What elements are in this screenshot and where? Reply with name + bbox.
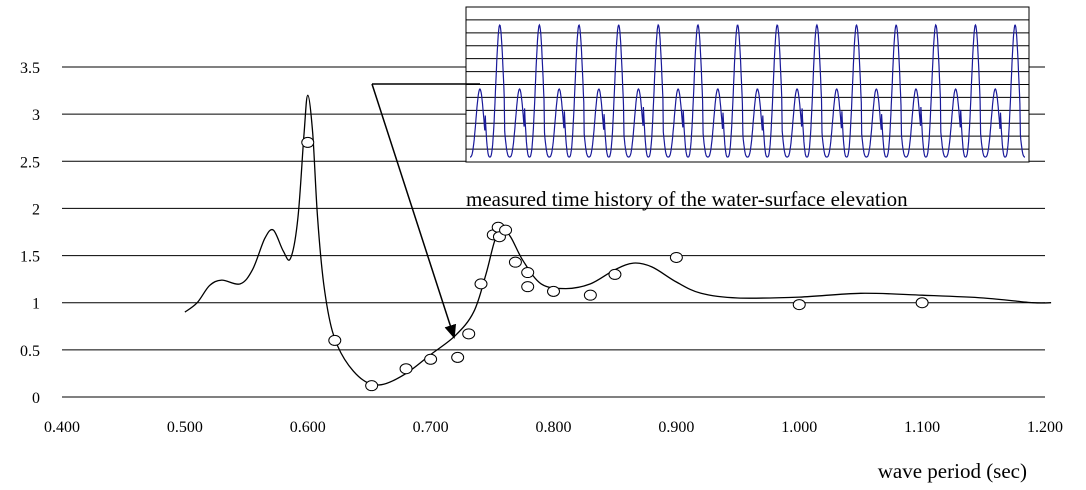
y-tick-label: 2.5 [20, 154, 40, 171]
data-point [583, 289, 597, 301]
inset-caption: measured time history of the water-surfa… [466, 187, 908, 211]
annotation-arrow [371, 83, 457, 339]
data-point [328, 334, 342, 346]
data-point [547, 285, 560, 297]
x-tick-label: 0.800 [536, 419, 572, 436]
inset-time-history [465, 6, 1030, 163]
data-point [301, 136, 315, 148]
x-tick-label: 1.000 [781, 419, 817, 436]
y-tick-label: 0 [32, 390, 40, 407]
response-curve-line [184, 94, 1052, 386]
data-point [792, 299, 806, 311]
data-point [608, 268, 622, 280]
x-tick-label: 0.500 [167, 419, 203, 436]
data-point [521, 267, 535, 279]
y-tick-label: 1.5 [20, 249, 40, 266]
y-tick-labels: 0 0.5 1 1.5 2 2.5 3 3.5 [20, 60, 40, 407]
data-point [462, 328, 476, 340]
data-point [424, 353, 438, 365]
x-axis-label: wave period (sec) [878, 459, 1027, 483]
y-tick-label: 3.5 [20, 60, 40, 77]
data-point [915, 297, 929, 309]
data-point [365, 380, 379, 392]
x-tick-label: 0.400 [44, 419, 80, 436]
measured-points [301, 136, 929, 392]
inset-wave-trace [470, 23, 1025, 158]
x-tick-label: 0.700 [413, 419, 449, 436]
y-tick-label: 0.5 [20, 343, 40, 360]
data-point [521, 281, 535, 293]
response-curve [184, 94, 1052, 386]
data-point [499, 224, 513, 236]
data-point [399, 363, 413, 375]
data-point [669, 251, 683, 263]
x-tick-label: 0.600 [290, 419, 326, 436]
y-tick-label: 2 [32, 201, 40, 218]
x-tick-label: 1.200 [1027, 419, 1063, 436]
y-tick-label: 3 [32, 107, 40, 124]
y-tick-label: 1 [32, 296, 40, 313]
data-point [451, 351, 465, 363]
x-tick-label: 0.900 [658, 419, 694, 436]
data-point [508, 256, 522, 268]
x-tick-labels: 0.400 0.500 0.600 0.700 0.800 0.900 1.000 1.100… [44, 419, 1063, 436]
inset-gridlines [466, 19, 1029, 150]
data-point [474, 278, 488, 290]
x-tick-label: 1.100 [904, 419, 940, 436]
